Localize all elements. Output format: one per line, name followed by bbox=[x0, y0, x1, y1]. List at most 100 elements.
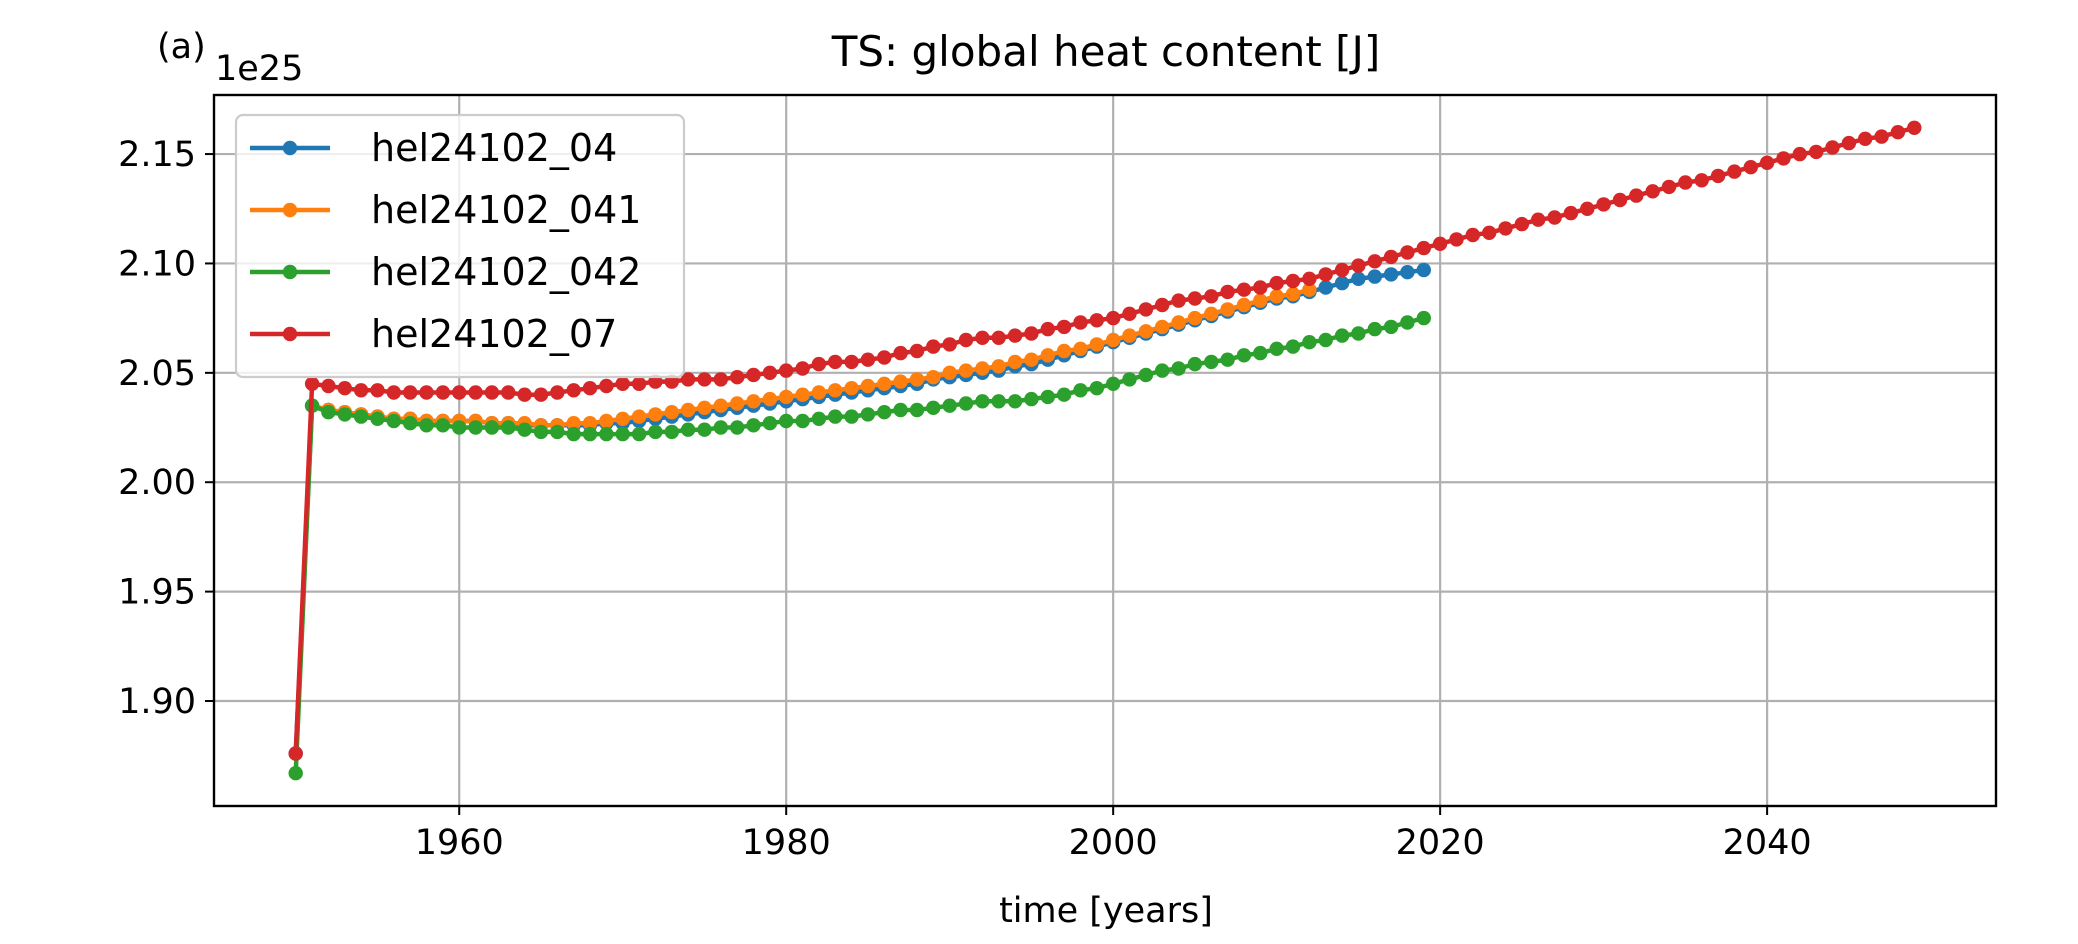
data-point bbox=[942, 337, 957, 352]
data-point bbox=[1236, 297, 1252, 313]
data-point bbox=[975, 361, 990, 376]
data-point bbox=[1204, 354, 1219, 370]
data-point bbox=[1171, 315, 1186, 330]
data-point bbox=[337, 381, 352, 396]
data-point bbox=[419, 385, 434, 400]
data-point bbox=[1024, 326, 1039, 341]
data-point bbox=[975, 330, 990, 345]
data-point bbox=[893, 402, 908, 418]
data-point bbox=[1073, 341, 1088, 356]
data-point bbox=[1024, 391, 1039, 407]
data-point bbox=[1204, 289, 1219, 304]
data-point bbox=[779, 413, 794, 429]
data-point bbox=[550, 385, 565, 400]
data-point bbox=[533, 387, 549, 402]
data-point bbox=[1171, 293, 1186, 308]
data-point bbox=[1220, 284, 1235, 300]
data-point bbox=[1776, 151, 1791, 166]
data-point bbox=[680, 422, 696, 437]
data-point bbox=[1106, 376, 1121, 391]
data-point bbox=[1040, 321, 1056, 337]
data-point bbox=[1367, 254, 1383, 269]
data-point bbox=[1089, 381, 1105, 396]
data-point bbox=[1449, 232, 1464, 247]
data-point bbox=[484, 420, 500, 435]
data-point bbox=[1285, 339, 1301, 354]
y-tick-label: 2.10 bbox=[118, 244, 196, 284]
data-point bbox=[1792, 146, 1808, 162]
data-point bbox=[697, 422, 712, 437]
data-point bbox=[860, 352, 876, 367]
data-point bbox=[1351, 258, 1366, 273]
data-point bbox=[353, 409, 369, 424]
data-point bbox=[648, 407, 663, 422]
x-axis-label: time [years] bbox=[999, 891, 1213, 931]
data-point bbox=[1122, 372, 1137, 387]
data-point bbox=[615, 376, 630, 391]
data-point bbox=[1302, 335, 1317, 350]
data-point bbox=[730, 370, 745, 385]
data-point bbox=[1612, 192, 1628, 208]
data-point bbox=[468, 420, 483, 435]
data-point bbox=[828, 383, 843, 398]
data-point bbox=[1007, 328, 1023, 343]
data-point bbox=[1416, 262, 1432, 278]
data-point bbox=[860, 407, 876, 422]
data-point bbox=[1383, 267, 1399, 282]
data-point bbox=[762, 416, 778, 431]
data-point bbox=[1040, 389, 1056, 405]
legend-label: hel24102_07 bbox=[371, 312, 617, 356]
data-point bbox=[1710, 168, 1726, 184]
data-point bbox=[321, 378, 336, 394]
data-point bbox=[844, 381, 859, 396]
data-point bbox=[746, 367, 761, 383]
data-point bbox=[746, 394, 761, 409]
data-point bbox=[1367, 321, 1383, 337]
data-point bbox=[321, 405, 336, 420]
data-point bbox=[582, 381, 598, 396]
data-point bbox=[1400, 265, 1415, 280]
data-point bbox=[1285, 286, 1301, 302]
data-point bbox=[1171, 361, 1186, 376]
data-point bbox=[1236, 282, 1252, 297]
data-point bbox=[664, 424, 679, 440]
data-point bbox=[713, 372, 728, 387]
legend-item: hel24102_07 bbox=[250, 312, 617, 356]
data-point bbox=[304, 376, 320, 391]
data-point bbox=[1056, 319, 1072, 335]
data-point bbox=[1563, 205, 1579, 221]
data-point bbox=[991, 359, 1006, 374]
y-tick-label: 2.00 bbox=[118, 463, 196, 503]
data-point bbox=[582, 416, 598, 431]
data-point bbox=[435, 385, 451, 400]
data-point bbox=[909, 402, 925, 418]
data-point bbox=[1351, 326, 1366, 341]
data-point bbox=[501, 420, 516, 435]
data-point bbox=[811, 385, 827, 400]
data-point bbox=[1089, 337, 1105, 352]
data-point bbox=[1007, 354, 1023, 370]
chart-title: TS: global heat content [J] bbox=[831, 27, 1381, 76]
data-point bbox=[1416, 240, 1432, 256]
y-tick-label: 2.15 bbox=[118, 135, 196, 175]
data-point bbox=[730, 396, 745, 411]
data-point bbox=[1318, 267, 1333, 282]
data-point bbox=[926, 370, 941, 385]
data-point bbox=[1416, 310, 1432, 326]
data-point bbox=[975, 394, 990, 409]
data-point bbox=[1122, 328, 1137, 343]
series-line bbox=[293, 315, 1425, 774]
data-point bbox=[403, 416, 418, 431]
data-point bbox=[1253, 280, 1268, 295]
data-point bbox=[1155, 319, 1170, 335]
data-point bbox=[1890, 125, 1906, 140]
data-point bbox=[958, 396, 974, 411]
data-point bbox=[484, 385, 500, 400]
data-point bbox=[844, 409, 859, 424]
data-point bbox=[713, 398, 728, 413]
data-point bbox=[566, 426, 581, 442]
data-point bbox=[1187, 356, 1203, 372]
legend: hel24102_04 hel24102_041 hel24102_042 hel24… bbox=[234, 113, 686, 379]
data-point bbox=[697, 400, 712, 415]
data-point bbox=[1334, 328, 1350, 343]
